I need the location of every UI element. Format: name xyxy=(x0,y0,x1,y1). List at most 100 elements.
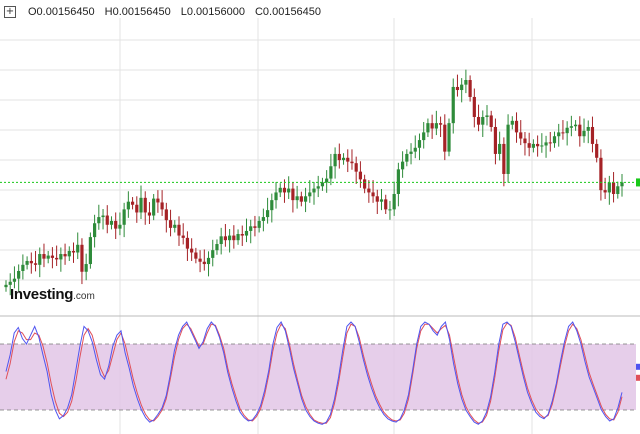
candle-body xyxy=(194,252,198,259)
candle-body xyxy=(413,147,417,152)
candle-body xyxy=(485,115,489,117)
candle-body xyxy=(434,123,438,129)
candle-body xyxy=(595,143,599,158)
candle-body xyxy=(55,257,59,260)
candle-body xyxy=(379,199,384,202)
candle-body xyxy=(135,204,139,213)
candle-body xyxy=(278,187,282,193)
candle-body xyxy=(257,220,261,228)
candle-body xyxy=(417,140,422,148)
candle-body xyxy=(97,217,101,224)
candle-body xyxy=(8,281,12,285)
logo-suffix: .com xyxy=(73,291,95,302)
candle-body xyxy=(33,263,38,265)
candle-body xyxy=(599,157,603,191)
candle-body xyxy=(76,244,80,253)
candle-body xyxy=(384,199,388,210)
candle-body xyxy=(333,153,337,167)
candle-body xyxy=(447,123,451,152)
candle-body xyxy=(426,123,430,133)
candle-body xyxy=(173,224,177,228)
candle-body xyxy=(168,220,173,228)
candle-body xyxy=(223,236,227,241)
candle-body xyxy=(299,196,303,202)
candle-body xyxy=(561,132,565,134)
candle-body xyxy=(346,157,350,162)
candle-body xyxy=(190,248,194,253)
candle-body xyxy=(422,132,426,141)
candle-body xyxy=(38,254,42,265)
candle-body xyxy=(249,226,253,231)
candle-body xyxy=(354,163,358,172)
candle-body xyxy=(198,258,202,262)
candle-body xyxy=(308,192,312,197)
candle-body xyxy=(265,210,270,218)
candle-body xyxy=(93,223,97,238)
stochastic-k-line xyxy=(5,320,623,425)
candle-body xyxy=(114,220,118,229)
candle-body xyxy=(147,212,152,216)
plus-box-icon[interactable]: + xyxy=(4,6,16,18)
candle-body xyxy=(232,235,236,241)
candle-body xyxy=(282,187,287,193)
candle-body xyxy=(211,250,215,258)
candle-body xyxy=(493,126,498,154)
candle-body xyxy=(481,116,485,125)
candle-body xyxy=(59,254,63,260)
candle-body xyxy=(152,198,156,216)
candle-body xyxy=(215,244,219,251)
candle-body xyxy=(88,237,92,265)
candle-body xyxy=(291,188,295,201)
candle-body xyxy=(616,186,620,194)
candle-body xyxy=(325,178,329,183)
ohlc-legend: + O0.00156450 H0.00156450 L0.00156000 C0… xyxy=(4,6,321,18)
candle-body xyxy=(430,123,434,129)
candle-body xyxy=(620,182,624,187)
candle-body xyxy=(401,161,405,170)
candle-body xyxy=(590,126,595,144)
stochastic-d-line xyxy=(5,322,623,424)
investing-logo: Investing.com xyxy=(10,286,95,303)
candle-body xyxy=(303,196,308,202)
candle-body xyxy=(468,80,472,97)
candle-body xyxy=(312,188,316,193)
candle-body xyxy=(12,278,17,282)
candle-body xyxy=(464,80,468,85)
stochastic-pane xyxy=(0,320,640,425)
candle-body xyxy=(21,264,25,271)
candle-body xyxy=(363,179,367,189)
candle-body xyxy=(586,126,590,131)
candle-body xyxy=(548,142,552,144)
candle-body xyxy=(371,192,375,197)
candle-body xyxy=(122,209,126,225)
candle-body xyxy=(607,182,611,193)
candle-body xyxy=(84,264,88,272)
candle-body xyxy=(540,145,544,147)
candle-body xyxy=(295,196,299,201)
candle-body xyxy=(139,197,143,213)
candle-body xyxy=(367,188,371,193)
candle-body xyxy=(565,127,569,134)
ohlc-low: L0.00156000 xyxy=(180,6,245,18)
candle-body xyxy=(409,151,413,154)
candle-body xyxy=(71,250,76,253)
candle-body xyxy=(514,120,519,133)
candle-body xyxy=(498,143,502,154)
candle-body xyxy=(42,254,46,259)
candle-body xyxy=(4,284,8,288)
candle-body xyxy=(451,86,455,124)
candle-body xyxy=(206,257,211,265)
candle-body xyxy=(552,136,557,144)
logo-brand: Investing xyxy=(10,286,74,303)
candle-body xyxy=(185,237,190,249)
candle-body xyxy=(341,157,346,161)
candle-body xyxy=(502,143,506,174)
candle-body xyxy=(29,260,33,264)
candle-body xyxy=(181,235,185,238)
stoch-k-marker xyxy=(636,363,640,370)
candle-body xyxy=(80,244,84,272)
candle-body xyxy=(531,143,535,148)
candle-body xyxy=(358,171,363,180)
candle-body xyxy=(240,234,244,236)
